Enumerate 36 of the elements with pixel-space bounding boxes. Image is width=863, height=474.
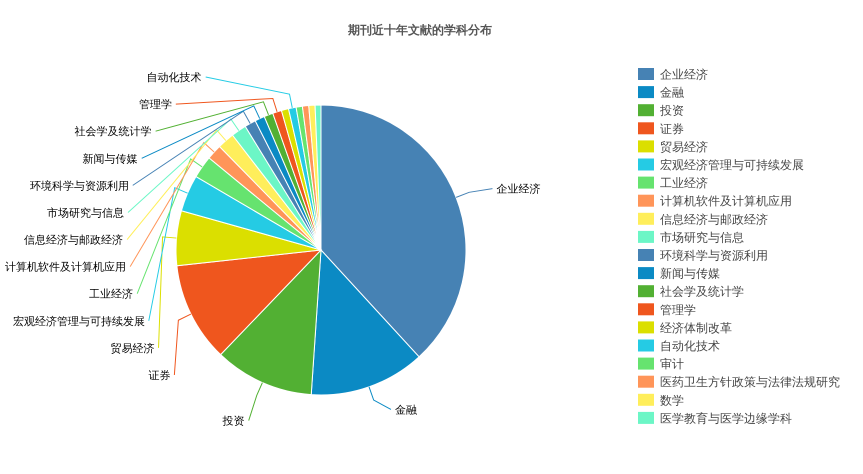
slice-label: 金融: [394, 403, 417, 416]
slice-label: 社会学及统计学: [74, 125, 152, 138]
slice-label: 证券: [148, 369, 170, 382]
legend-label: 市场研究与信息: [660, 230, 744, 244]
legend-label: 管理学: [660, 302, 696, 317]
legend-label: 证券: [660, 122, 684, 136]
slice-label: 宏观经济管理与可持续发展: [12, 314, 145, 328]
legend-label: 投资: [659, 104, 684, 118]
slice-label: 投资: [222, 414, 245, 428]
legend-label: 工业经济: [660, 176, 708, 190]
legend-label: 数学: [660, 393, 684, 408]
slice-label: 工业经济: [89, 288, 134, 301]
slice-label: 信息经济与邮政经济: [24, 234, 124, 247]
legend-label: 计算机软件及计算机应用: [660, 194, 792, 208]
legend-label: 贸易经济: [660, 140, 708, 154]
legend-label: 经济体制改革: [660, 320, 732, 335]
slice-label: 市场研究与信息: [46, 206, 124, 220]
legend-label: 医药卫生方针政策与法律法规研究: [660, 375, 840, 390]
legend-label: 环境科学与资源利用: [660, 248, 768, 262]
legend-label: 信息经济与邮政经济: [660, 212, 768, 226]
slice-label: 新闻与传媒: [82, 152, 138, 166]
legend-label: 审计: [660, 357, 684, 372]
legend-label: 自动化技术: [660, 339, 720, 353]
legend-label: 新闻与传媒: [660, 266, 720, 281]
slice-label: 自动化技术: [146, 71, 202, 84]
legend-label: 社会学及统计学: [660, 284, 744, 299]
legend-label: 金融: [660, 86, 684, 100]
legend-label: 医学教育与医学边缘学科: [660, 411, 792, 426]
slice-label: 环境科学与资源利用: [30, 179, 129, 192]
slice-label: 贸易经济: [110, 342, 155, 355]
chart-title: 期刊近十年文献的学科分布: [347, 23, 492, 37]
legend-label: 宏观经济管理与可持续发展: [660, 158, 804, 172]
slice-label: 管理学: [138, 98, 172, 112]
legend-label: 企业经济: [660, 68, 708, 82]
slice-label: 企业经济: [496, 182, 540, 196]
slice-label: 计算机软件及计算机应用: [5, 260, 126, 274]
